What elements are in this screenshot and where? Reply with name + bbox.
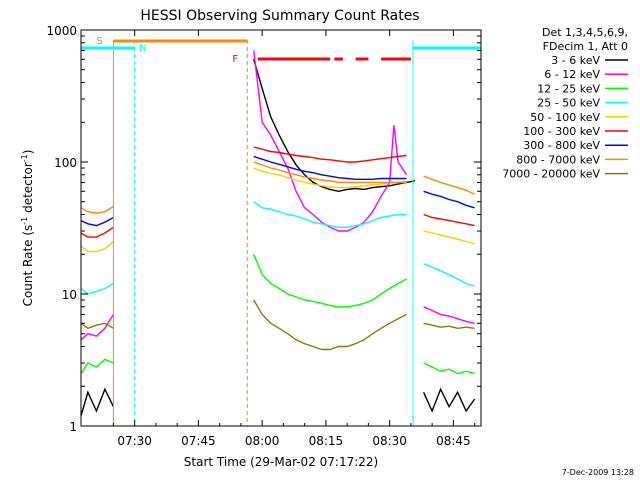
- legend-label: 3 - 6 keV: [551, 54, 600, 67]
- y-tick-label: 100: [54, 156, 77, 170]
- x-tick-label: 07:45: [181, 434, 216, 448]
- y-tick-label: 1000: [46, 24, 77, 38]
- plot-area: S N F: [80, 36, 482, 426]
- x-tick-label: 08:15: [309, 434, 344, 448]
- series-line-2-seg-1: [80, 314, 114, 341]
- y-axis-label-sup1: -1: [20, 217, 29, 225]
- x-tick-label: 08:45: [436, 434, 471, 448]
- saa-label: S: [96, 36, 102, 47]
- x-axis-label: Start Time (29-Mar-02 07:17:22): [184, 455, 378, 469]
- series-line-5-seg-1: [80, 240, 114, 253]
- legend-header: Det 1,3,4,5,6,9,: [542, 26, 628, 39]
- legend-label: 25 - 50 keV: [537, 97, 600, 110]
- plot-frame: [80, 29, 482, 427]
- series-line-5-seg-2: [253, 167, 407, 189]
- legend-label: 7000 - 20000 keV: [502, 168, 600, 181]
- series-line-1-seg-1: [80, 387, 115, 416]
- x-axis: 07:30 07:45 08:00 08:15 08:30 08:45: [112, 30, 476, 448]
- x-tick-label: 08:30: [372, 434, 407, 448]
- legend: Det 1,3,4,5,6,9,FDecim 1, Att 03 - 6 keV…: [502, 26, 628, 181]
- series-line-3-seg-3: [423, 362, 475, 375]
- y-axis-label-main: Count Rate (s: [21, 225, 35, 307]
- series-line-2-seg-3: [423, 306, 475, 324]
- y-tick-label: 1: [69, 420, 77, 434]
- series-line-1-seg-3: [422, 387, 476, 413]
- y-axis-label-end: ): [21, 150, 35, 155]
- series-line-2-seg-2: [253, 50, 408, 232]
- y-axis-label-sup2: -1: [20, 154, 29, 162]
- y-axis: 1 10 100 1000: [46, 24, 481, 434]
- legend-label: 800 - 7000 keV: [516, 153, 600, 166]
- legend-label: 300 - 800 keV: [523, 139, 600, 152]
- series-line-9-seg-2: [253, 299, 407, 351]
- series-line-8-seg-1: [80, 205, 114, 214]
- series-line-9-seg-3: [423, 322, 475, 330]
- series-line-4-seg-1: [80, 282, 114, 295]
- legend-label: 6 - 12 keV: [544, 68, 600, 81]
- x-tick-label: 08:00: [245, 434, 280, 448]
- legend-label: 100 - 300 keV: [523, 125, 600, 138]
- chart-title: HESSI Observing Summary Count Rates: [140, 8, 419, 24]
- series-line-4-seg-2: [253, 201, 407, 229]
- series-line-8-seg-2: [253, 161, 407, 184]
- series-line-7-seg-3: [423, 190, 475, 209]
- legend-label: 12 - 25 keV: [537, 82, 600, 95]
- flare-label: F: [232, 54, 238, 65]
- series-line-3-seg-1: [80, 358, 114, 374]
- legend-label: 50 - 100 keV: [530, 111, 600, 124]
- y-axis-label: Count Rate (s-1 detector-1): [20, 150, 35, 307]
- series-line-6-seg-1: [80, 226, 114, 238]
- night-label: N: [139, 43, 146, 54]
- footer-date: 7-Dec-2009 13:28: [562, 468, 634, 477]
- series-line-7-seg-1: [80, 216, 114, 227]
- series-line-5-seg-3: [423, 230, 475, 245]
- series-line-6-seg-3: [423, 213, 475, 227]
- series-line-7-seg-2: [253, 155, 407, 181]
- series-line-9-seg-1: [80, 322, 114, 330]
- series-line-6-seg-2: [253, 146, 407, 163]
- x-tick-label: 07:30: [117, 434, 152, 448]
- series-line-4-seg-3: [423, 262, 475, 287]
- y-tick-label: 10: [62, 288, 77, 302]
- y-axis-label-mid: detector: [21, 162, 35, 217]
- legend-header: FDecim 1, Att 0: [543, 40, 628, 53]
- series-line-8-seg-3: [423, 175, 475, 195]
- series-line-3-seg-2: [253, 254, 407, 308]
